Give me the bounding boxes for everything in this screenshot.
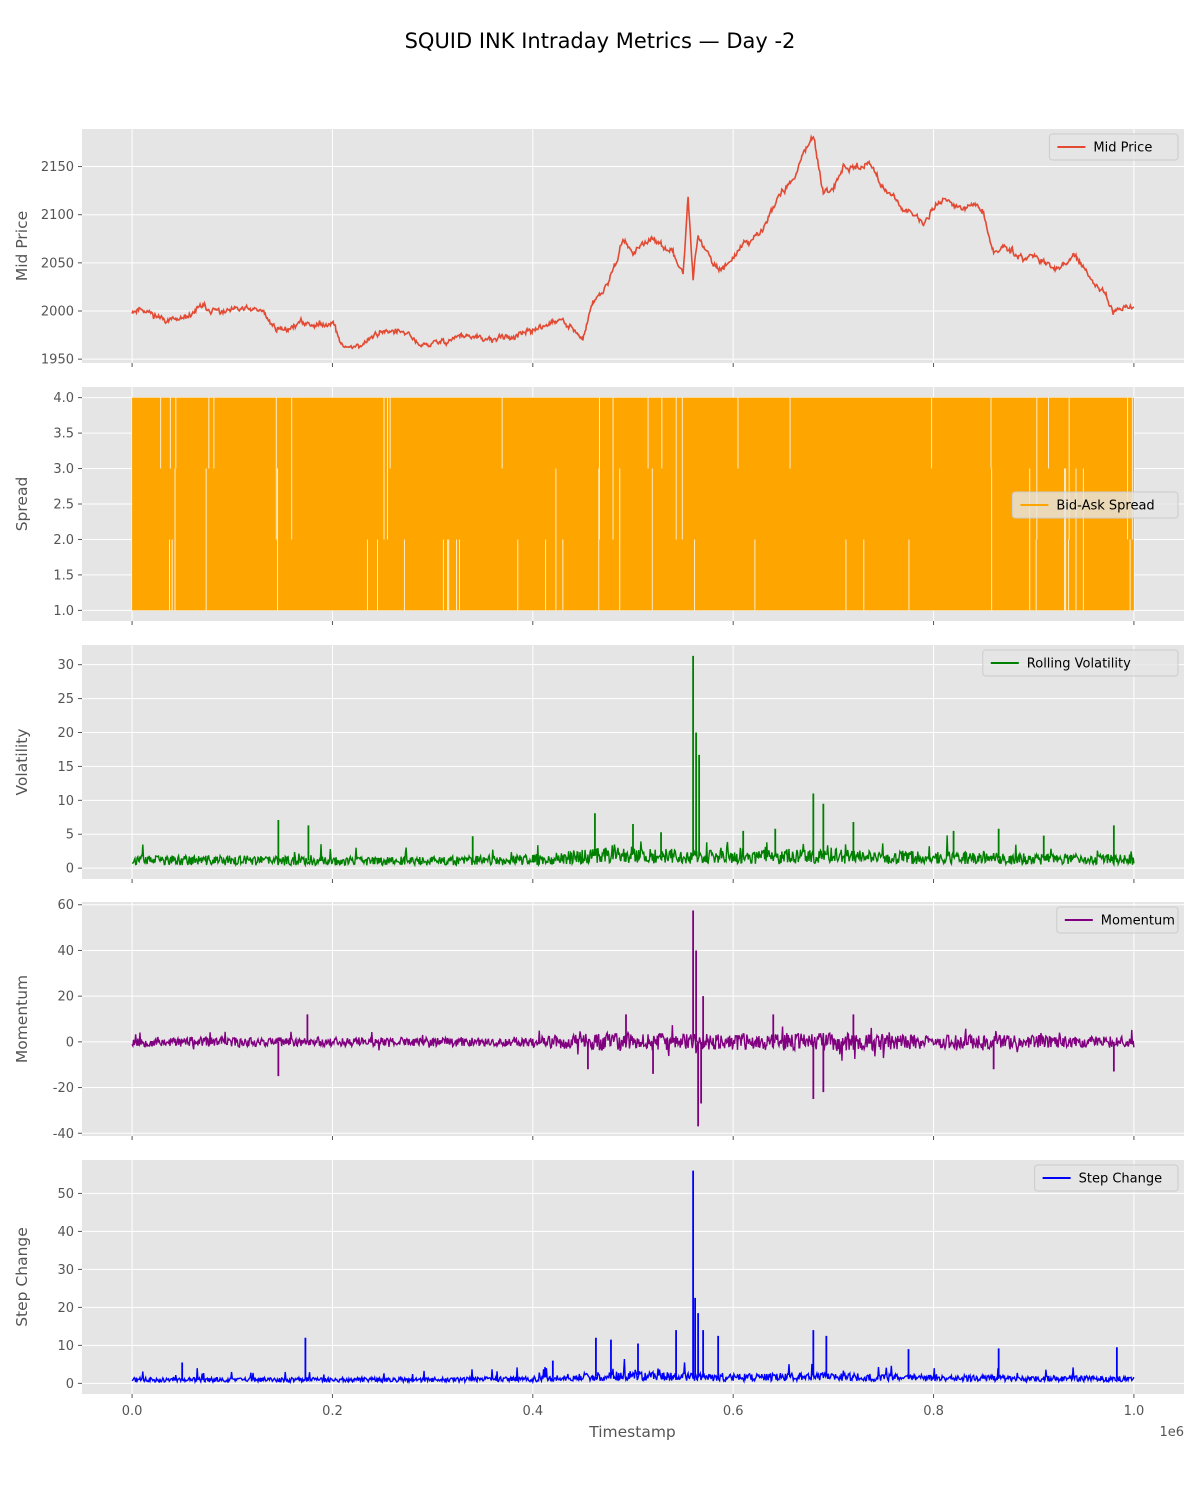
- series-spikes-step: [181, 1170, 1118, 1380]
- y-tick-label: 2.5: [53, 498, 74, 513]
- y-tick-label: 2150: [41, 160, 74, 175]
- plot-area-mom: [82, 902, 1184, 1136]
- y-tick-label: 0: [66, 1377, 74, 1392]
- legend-label: Rolling Volatility: [1027, 657, 1131, 672]
- y-tick-label: 0: [66, 862, 74, 877]
- y-tick-label: 0: [66, 1035, 74, 1050]
- y-tick-label: 2000: [41, 305, 74, 320]
- series-band-gaps: [160, 397, 1133, 611]
- plot-area-step: [82, 1160, 1184, 1394]
- x-axis-offset-text: 1e6: [1159, 1425, 1184, 1440]
- y-tick-label: 1950: [41, 353, 74, 368]
- y-tick-label: 20: [57, 726, 74, 741]
- y-tick-label: 40: [57, 1225, 74, 1240]
- series-spikes-momentum: [277, 910, 1115, 1127]
- y-tick-label: 2050: [41, 256, 74, 271]
- legend-label: Step Change: [1079, 1172, 1163, 1187]
- y-tick-label: 60: [57, 898, 74, 913]
- legend-box: [1011, 491, 1179, 519]
- y-tick-label: 1.5: [53, 568, 74, 583]
- series-band-bid-ask-spread: [132, 397, 1134, 611]
- legend-spread: Bid-Ask Spread: [1011, 491, 1179, 519]
- legend-mom: Momentum: [1056, 906, 1179, 934]
- y-tick-label: 2.0: [53, 533, 74, 548]
- legend-label: Momentum: [1101, 914, 1175, 929]
- y-tick-label: 1.0: [53, 604, 74, 619]
- y-tick-label: -20: [53, 1081, 74, 1096]
- y-axis-label-mid: Mid Price: [13, 211, 31, 281]
- y-axis-label-spread: Spread: [13, 477, 31, 532]
- y-axis-label-mom: Momentum: [13, 975, 31, 1063]
- x-tick-label: 0.8: [923, 1404, 944, 1419]
- x-axis-label: Timestamp: [588, 1423, 676, 1441]
- series-spikes-vol: [277, 655, 1115, 861]
- plot-area-mid: [82, 129, 1184, 363]
- y-tick-label: 20: [57, 1301, 74, 1316]
- x-tick-label: 1.0: [1124, 1404, 1145, 1419]
- legend-mid: Mid Price: [1048, 133, 1179, 161]
- legend-box: [1048, 133, 1179, 161]
- series-line-step: [131, 1359, 1135, 1385]
- panel-vol: 0 5 10 15 20 25 30 Volatility Rolling Volatility: [13, 645, 1184, 883]
- panel-mid: 1950 2000 2050 2100 2150 Mid Price Mid Price: [13, 129, 1184, 368]
- x-tick-label: 0.4: [522, 1404, 543, 1419]
- panel-step: 0.0 0.2 0.4 0.6 0.8 1.0 0 10 20 30 40 50 Step Change…: [13, 1160, 1184, 1419]
- legend-label: Mid Price: [1093, 141, 1152, 156]
- series-line-mid-price: [131, 134, 1135, 350]
- y-axis-label-vol: Volatility: [13, 729, 31, 796]
- legend-step: Step Change: [1034, 1164, 1179, 1192]
- legend-box: [982, 649, 1179, 677]
- x-tick-label: 0.6: [723, 1404, 744, 1419]
- y-tick-label: 3.0: [53, 462, 74, 477]
- y-tick-label: 10: [57, 794, 74, 809]
- x-tick-label: 0.0: [122, 1404, 143, 1419]
- y-tick-label: 5: [66, 828, 74, 843]
- panel-mom: -40 -20 0 20 40 60 Momentum Momentum: [13, 898, 1184, 1142]
- y-tick-label: 15: [57, 760, 74, 775]
- y-tick-label: 50: [57, 1187, 74, 1202]
- legend-vol: Rolling Volatility: [982, 649, 1179, 677]
- y-axis-label-step: Step Change: [13, 1227, 31, 1327]
- legend-label: Bid-Ask Spread: [1056, 499, 1154, 514]
- y-tick-label: 25: [57, 692, 74, 707]
- y-tick-label: 20: [57, 990, 74, 1005]
- y-tick-label: 10: [57, 1339, 74, 1354]
- y-tick-label: 4.0: [53, 391, 74, 406]
- panel-spread: 1.0 1.5 2.0 2.5 3.0 3.5 4.0 Spread Bid-Ask Sprea…: [13, 387, 1184, 625]
- y-tick-label: -40: [53, 1127, 74, 1142]
- chart-title: SQUID INK Intraday Metrics — Day -2: [405, 29, 796, 53]
- y-tick-label: 30: [57, 1263, 74, 1278]
- y-tick-label: 30: [57, 658, 74, 673]
- series-line-momentum: [131, 1025, 1135, 1061]
- legend-box: [1056, 906, 1179, 934]
- y-tick-label: 2100: [41, 208, 74, 223]
- y-tick-label: 40: [57, 944, 74, 959]
- y-tick-label: 3.5: [53, 427, 74, 442]
- legend-box: [1034, 1164, 1179, 1192]
- x-tick-label: 0.2: [322, 1404, 343, 1419]
